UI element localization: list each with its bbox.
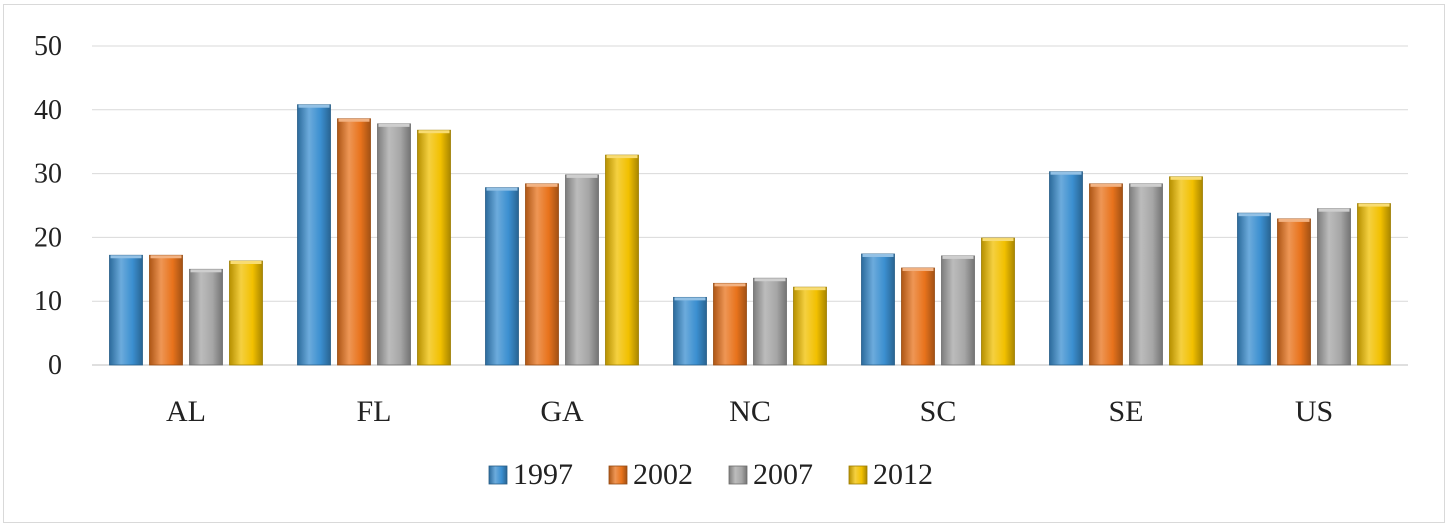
bar-se-1997 [1049,171,1083,366]
y-axis: 0 10 20 30 40 50 [34,31,62,381]
legend-label-2002: 2002 [633,458,693,491]
y-tick-label: 20 [34,222,62,253]
bar-nc-2002 [713,282,747,366]
bar-top-highlight [714,283,746,287]
bar-al-2007 [189,268,223,366]
bar-top-highlight [486,187,518,191]
bar-top-highlight [378,123,410,127]
bar-top-highlight [190,269,222,273]
legend-label-2007: 2007 [753,458,813,491]
legend-swatch-2007 [728,465,748,485]
bar-sc-1997 [861,253,895,366]
bar-se-2012 [1169,176,1203,366]
bar-us-2012 [1357,203,1391,366]
bar-top-highlight [230,261,262,265]
bars [109,104,1391,366]
bar-al-2002 [149,254,183,366]
bar-fl-2002 [337,118,371,366]
bar-ga-1997 [485,187,519,366]
bar-top-highlight [110,255,142,259]
gridlines [92,45,1408,366]
legend-label-1997: 1997 [513,458,573,491]
bar-ga-2012 [605,154,639,366]
legend-swatch-1997 [488,465,508,485]
y-tick-label: 50 [34,31,62,62]
y-tick-label: 10 [34,286,62,317]
bar-top-highlight [338,118,370,122]
x-axis: AL FL GA NC SC SE US [166,395,1333,428]
x-tick-label: US [1295,395,1333,428]
bar-us-2002 [1277,218,1311,366]
legend-swatch-2002 [608,465,628,485]
bar-top-highlight [1090,183,1122,187]
bar-sc-2002 [901,267,935,366]
y-tick-label: 40 [34,95,62,126]
bar-top-highlight [566,174,598,178]
x-tick-label: SE [1108,395,1143,428]
bar-top-highlight [1130,183,1162,187]
bar-fl-1997 [297,104,331,366]
bar-se-2007 [1129,183,1163,366]
bar-top-highlight [1278,218,1310,222]
x-tick-label: AL [166,395,206,428]
bar-top-highlight [150,255,182,259]
bar-top-highlight [1050,171,1082,175]
bar-al-2012 [229,260,263,366]
bar-us-1997 [1237,212,1271,366]
bar-top-highlight [1238,213,1270,217]
bar-sc-2012 [981,237,1015,366]
bar-top-highlight [1318,208,1350,212]
x-tick-label: NC [729,395,771,428]
x-tick-label: FL [356,395,391,428]
bar-nc-2007 [753,277,787,366]
bar-nc-2012 [793,286,827,366]
x-tick-label: SC [920,395,957,428]
bar-top-highlight [298,104,330,108]
y-tick-label: 0 [48,350,62,381]
bar-fl-2007 [377,123,411,366]
bar-top-highlight [606,155,638,159]
bar-top-highlight [526,183,558,187]
bar-top-highlight [982,238,1014,242]
bar-top-highlight [418,130,450,134]
bar-ga-2002 [525,183,559,366]
bar-us-2007 [1317,208,1351,366]
bar-nc-1997 [673,296,707,366]
legend-label-2012: 2012 [873,458,933,491]
legend: 1997 2002 2007 2012 [488,458,933,491]
bar-se-2002 [1089,183,1123,366]
bar-top-highlight [1358,203,1390,207]
y-tick-label: 30 [34,159,62,190]
bar-top-highlight [754,278,786,282]
bar-top-highlight [902,268,934,272]
bar-top-highlight [862,253,894,257]
x-tick-label: GA [540,395,584,428]
bar-al-1997 [109,254,143,366]
bar-top-highlight [1170,176,1202,180]
bar-top-highlight [674,297,706,301]
bar-top-highlight [794,287,826,291]
legend-swatch-2012 [848,465,868,485]
bar-ga-2007 [565,174,599,366]
bar-top-highlight [942,255,974,259]
bar-sc-2007 [941,255,975,366]
bar-fl-2012 [417,129,451,366]
